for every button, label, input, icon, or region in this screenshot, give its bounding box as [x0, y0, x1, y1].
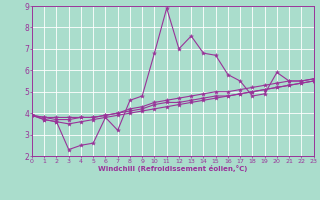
X-axis label: Windchill (Refroidissement éolien,°C): Windchill (Refroidissement éolien,°C): [98, 165, 247, 172]
